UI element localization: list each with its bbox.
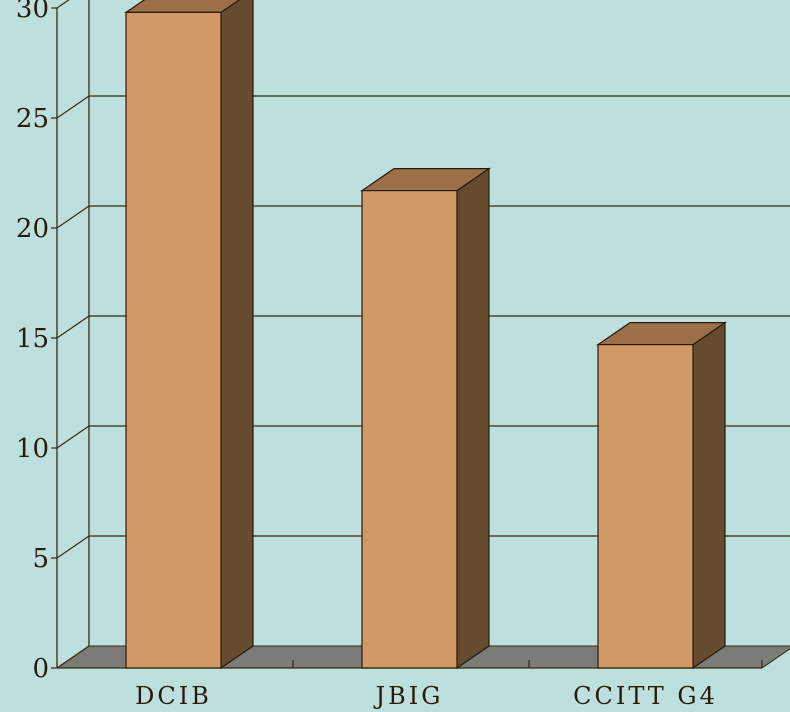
y-tick-label: 30: [16, 0, 49, 24]
bar: [597, 344, 694, 669]
gridline-diagonal: [56, 95, 90, 119]
y-tick-label: 10: [16, 434, 49, 464]
bar-jbig: [360, 167, 491, 670]
bar: [125, 11, 222, 669]
gridline-diagonal: [56, 0, 70, 9]
gridline-diagonal: [56, 425, 90, 449]
bar-dcib: [124, 0, 254, 670]
bar-side: [456, 167, 490, 670]
y-tick-label: 5: [32, 544, 49, 574]
chart-bars-layer: [124, 0, 727, 670]
gridline-diagonal: [56, 645, 90, 669]
chart-labels-layer: 0 5 10 15 20 25 30 DCIB JBIG CCITT G4: [16, 0, 718, 710]
y-tick-label: 20: [16, 214, 49, 244]
bar-ccitt-g4: [596, 321, 727, 670]
y-tick-label: 25: [16, 104, 49, 134]
y-tick-label: 0: [32, 654, 49, 684]
gridline-diagonal: [56, 205, 90, 229]
bar-side: [692, 321, 726, 670]
x-category-label: CCITT G4: [573, 682, 718, 710]
y-tick-label: 15: [16, 324, 49, 354]
gridline-diagonal: [56, 535, 90, 559]
bar: [361, 190, 458, 669]
bar-side: [220, 0, 254, 670]
x-category-label: DCIB: [135, 682, 212, 710]
gridline-diagonal: [56, 315, 90, 339]
x-category-label: JBIG: [373, 682, 444, 710]
